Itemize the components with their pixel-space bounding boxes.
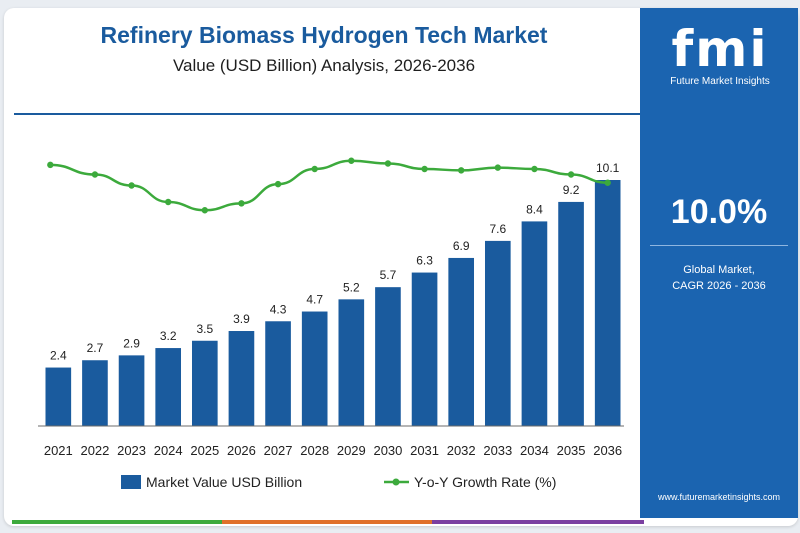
growth-point-2029	[348, 157, 355, 164]
growth-point-2032	[457, 167, 465, 174]
bar-2028	[301, 311, 328, 426]
bar-2036	[594, 180, 621, 426]
title-divider	[14, 113, 644, 115]
x-tick-2030: 2030	[373, 443, 402, 458]
legend-bar-label: Market Value USD Billion	[146, 474, 302, 490]
bar-label-2028: 4.7	[306, 293, 323, 307]
bar-2033	[484, 240, 511, 426]
bar-label-2027: 4.3	[270, 302, 287, 316]
bar-label-2032: 6.9	[453, 239, 470, 253]
x-tick-2027: 2027	[264, 443, 293, 458]
bar-2027	[265, 321, 291, 426]
bar-2021	[45, 367, 72, 426]
chart-subtitle: Value (USD Billion) Analysis, 2026-2036	[172, 56, 476, 75]
growth-point-2023	[128, 182, 135, 189]
x-tick-2026: 2026	[227, 443, 256, 458]
x-tick-2031: 2031	[410, 443, 439, 458]
bar-label-2025: 3.5	[196, 322, 213, 336]
cagr-value: 10.0%	[670, 193, 768, 231]
cagr-label-line2: CAGR 2026 - 2036	[672, 280, 766, 292]
bar-label-2030: 5.7	[380, 268, 397, 282]
growth-point-2026	[238, 200, 245, 207]
bar-label-2026: 3.9	[233, 312, 250, 326]
bar-label-2031: 6.3	[416, 254, 433, 268]
website-link[interactable]: www.futuremarketinsights.com	[657, 492, 781, 502]
x-tick-2021: 2021	[44, 443, 73, 458]
x-tick-2025: 2025	[190, 443, 219, 458]
growth-point-2033	[494, 164, 502, 171]
cagr-label-line1: Global Market,	[683, 264, 755, 276]
bar-2024	[155, 348, 182, 426]
x-tick-2024: 2024	[154, 443, 183, 458]
x-tick-2023: 2023	[117, 443, 146, 458]
bar-label-2034: 8.4	[526, 202, 543, 216]
bar-label-2022: 2.7	[87, 341, 104, 355]
growth-point-2036	[604, 179, 611, 186]
x-tick-2029: 2029	[337, 443, 366, 458]
growth-rate-line	[50, 159, 608, 212]
x-tick-2036: 2036	[593, 443, 622, 458]
bar-2026	[228, 331, 255, 426]
bar-2029	[338, 299, 365, 426]
x-tick-2032: 2032	[447, 443, 476, 458]
growth-point-2028	[311, 165, 318, 173]
bar-label-2021: 2.4	[50, 349, 67, 363]
chart-title: Refinery Biomass Hydrogen Tech Market	[100, 22, 548, 48]
x-tick-2022: 2022	[80, 443, 109, 458]
bar-2031	[411, 272, 438, 426]
x-tick-2033: 2033	[483, 443, 512, 458]
growth-point-2024	[164, 198, 172, 206]
bar-2023	[118, 355, 145, 426]
growth-point-2027	[274, 180, 282, 188]
logo-brand-name: Future Market Insights	[670, 76, 770, 87]
legend-line-label: Y-o-Y Growth Rate (%)	[414, 474, 556, 490]
bar-label-2029: 5.2	[343, 280, 360, 294]
growth-point-2034	[531, 165, 538, 173]
bar-2025	[191, 340, 218, 426]
growth-point-2031	[421, 165, 428, 173]
growth-point-2035	[567, 171, 575, 178]
sidebar-panel: fmi Future Market Insights 10.0% Global …	[640, 8, 798, 518]
growth-point-2030	[384, 160, 392, 167]
bar-2030	[375, 287, 401, 426]
x-tick-2035: 2035	[557, 443, 586, 458]
bar-label-2033: 7.6	[489, 222, 506, 236]
bar-2032	[448, 257, 475, 426]
cagr-label: Global Market, CAGR 2026 - 2036	[640, 262, 798, 294]
growth-point-2025	[201, 207, 209, 214]
bar-label-2035: 9.2	[563, 183, 580, 197]
legend-bar-swatch	[121, 475, 141, 489]
bottom-color-strip	[12, 520, 644, 524]
bar-2035	[558, 201, 584, 426]
bar-2022	[82, 360, 108, 426]
x-tick-2028: 2028	[300, 443, 329, 458]
growth-point-2021	[47, 161, 54, 169]
x-tick-2034: 2034	[520, 443, 549, 458]
bar-2034	[521, 221, 548, 426]
logo-mark: fmi	[671, 20, 769, 78]
sidebar-divider	[650, 245, 788, 246]
fmi-logo: fmi Future Market Insights	[660, 22, 780, 87]
chart-plot: 2.4 2.7 2.9 3.2 3.5 3.9 4.3 4.7 5.2 5.7 6.3 6.9 7.6 8…	[38, 157, 624, 490]
bar-label-2036: 10.1	[596, 161, 620, 175]
bar-label-2024: 3.2	[160, 329, 177, 343]
growth-point-2022	[91, 171, 99, 178]
legend-line-marker	[392, 478, 400, 486]
bar-label-2023: 2.9	[123, 336, 140, 350]
